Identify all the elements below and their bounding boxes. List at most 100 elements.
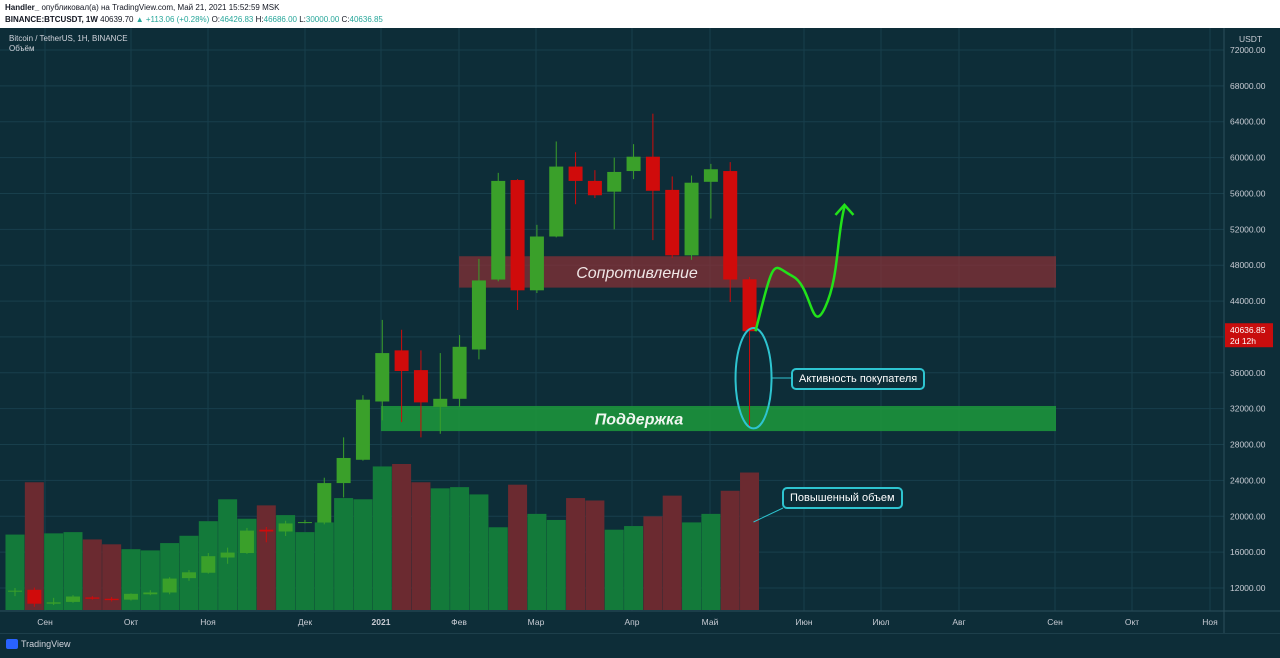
candle-body (162, 578, 177, 593)
volume-callout: Повышенный объем (782, 487, 903, 509)
volume-bar (392, 464, 412, 610)
support-label: Поддержка (595, 412, 684, 429)
author-name[interactable]: Handler_ (5, 3, 40, 12)
high-value: 46686.00 (263, 15, 297, 24)
candle-body (143, 592, 158, 595)
candle-body (85, 597, 100, 599)
candle-body (413, 370, 428, 403)
x-tick-label: Сен (37, 617, 53, 627)
candle-body (46, 602, 61, 604)
candle-body (394, 350, 409, 372)
candle-body (684, 182, 699, 256)
candle-body (65, 596, 80, 602)
x-tick-label: Июл (872, 617, 889, 627)
chart-footer: TradingView (0, 633, 1280, 658)
candle-body (723, 171, 738, 280)
candle-body (471, 280, 486, 350)
y-tick-label: 56000.00 (1230, 188, 1266, 198)
high-label: H: (255, 15, 264, 24)
legend-volume: Объём (9, 44, 35, 53)
close-value: 40636.85 (349, 15, 383, 24)
y-tick-label: 24000.00 (1230, 475, 1266, 485)
low-value: 30000.00 (305, 15, 340, 24)
volume-bar (295, 532, 315, 610)
volume-bar (160, 543, 180, 610)
brand-name: TradingView (21, 639, 71, 649)
volume-bar (276, 515, 296, 610)
volume-bar (546, 519, 566, 610)
candle-body (452, 346, 467, 399)
candle-body (491, 180, 506, 280)
candle-body (104, 598, 119, 601)
volume-bar (5, 534, 25, 610)
candle-body (645, 156, 660, 191)
volume-bar (624, 526, 644, 610)
x-tick-label: Ноя (1202, 617, 1218, 627)
candle-body (181, 572, 196, 579)
y-tick-label: 28000.00 (1230, 440, 1266, 450)
buyer-activity-callout: Активность покупателя (791, 368, 926, 390)
x-tick-label: 2021 (372, 617, 391, 627)
candle-body (220, 552, 235, 558)
chart-header: Handler_ опубликовал(а) на TradingView.c… (0, 0, 1280, 28)
y-tick-label: 68000.00 (1230, 81, 1266, 91)
volume-bar (353, 499, 373, 610)
volume-bar (430, 488, 450, 610)
tradingview-brand[interactable]: TradingView (6, 639, 71, 649)
forecast-path (754, 206, 846, 332)
candle-body (529, 236, 544, 291)
x-tick-label: Окт (124, 617, 138, 627)
y-tick-label: 12000.00 (1230, 583, 1266, 593)
legend-title: Bitcoin / TetherUS, 1H, BINANCE (9, 34, 128, 43)
candle-body (336, 457, 351, 484)
price-chart[interactable]: Сопротивление Поддержка USDT 12000.00 16000.… (0, 28, 1280, 633)
price-tag-value: 40636.85 (1230, 325, 1266, 335)
candle-body (742, 279, 757, 332)
y-tick-label: 64000.00 (1230, 117, 1266, 127)
candle-body (549, 166, 564, 237)
volume-bar (24, 482, 44, 610)
y-tick-label: 20000.00 (1230, 511, 1266, 521)
candle-body (297, 522, 312, 524)
forecast-arrow-icon (834, 203, 855, 216)
volume-bar (102, 544, 122, 610)
candle-body (607, 171, 622, 192)
volume-bar (411, 482, 431, 610)
price-change: ▲ +113.06 (+0.28%) (135, 15, 210, 24)
candle-body (568, 166, 583, 181)
y-tick-label: 72000.00 (1230, 45, 1266, 55)
volume-bar (740, 472, 760, 610)
symbol-label: BINANCE:BTCUSDT, 1W (5, 15, 98, 24)
y-tick-label: 32000.00 (1230, 404, 1266, 414)
candle-body (8, 590, 22, 592)
candle-body (587, 180, 602, 196)
x-tick-label: Мар (528, 617, 545, 627)
buyer-activity-label: Активность покупателя (799, 373, 918, 385)
y-tick-label: 52000.00 (1230, 224, 1266, 234)
volume-bar (82, 539, 102, 610)
chart-area[interactable]: Сопротивление Поддержка USDT 12000.00 16000.… (0, 28, 1280, 633)
volume-bar (450, 487, 470, 610)
price-tag (1225, 323, 1273, 348)
volume-bar (643, 516, 663, 610)
candle-body (510, 180, 525, 291)
ohlc-line: BINANCE:BTCUSDT, 1W 40639.70 ▲ +113.06 (… (5, 14, 383, 26)
publication-line: Handler_ опубликовал(а) на TradingView.c… (5, 2, 279, 14)
candle-body (201, 556, 216, 573)
candle-body (665, 189, 680, 256)
currency-label: USDT (1239, 34, 1262, 44)
volume-bar (488, 527, 508, 610)
candle-body (703, 169, 718, 182)
volume-bar (44, 533, 64, 610)
candle-body (355, 399, 370, 460)
support-zone (381, 405, 1056, 432)
volume-bar (585, 500, 605, 610)
tradingview-logo-icon (6, 639, 18, 649)
volume-bar (508, 484, 528, 610)
open-value: 46426.83 (220, 15, 254, 24)
volume-bar (63, 532, 83, 610)
candle-body (239, 530, 254, 554)
resistance-zone (459, 256, 1056, 288)
volume-bar (256, 505, 276, 610)
volume-bar (314, 522, 334, 610)
